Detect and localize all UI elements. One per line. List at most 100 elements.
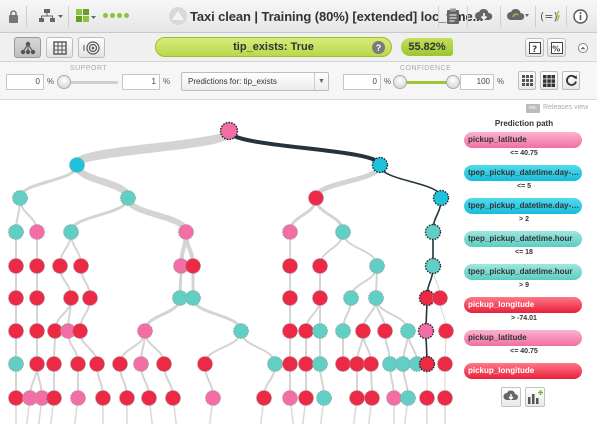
tree-node[interactable] [312,258,328,274]
tree-nodes[interactable] [8,121,454,406]
tree-node[interactable] [8,224,24,240]
tree-node[interactable] [12,190,28,206]
tree-node[interactable] [141,390,157,406]
tree-node[interactable] [418,355,436,373]
path-node-1[interactable]: tpep_pickup_datetime.day-o... [464,165,582,181]
tree-node[interactable] [432,290,448,306]
tree-node[interactable] [298,323,314,339]
tree-node[interactable] [282,290,298,306]
tree-node[interactable] [29,224,45,240]
tree-node[interactable] [165,390,181,406]
tree-node[interactable] [46,356,62,372]
tree-node[interactable] [197,356,213,372]
tree-node[interactable] [424,257,442,275]
support-min-input[interactable]: 0 [6,74,44,90]
tree-node[interactable] [205,390,221,406]
path-node-0[interactable]: pickup_latitude [464,132,582,148]
help-icon[interactable]: ? [372,41,385,54]
tree-node[interactable] [437,390,453,406]
path-node-4[interactable]: tpep_pickup_datetime.hour [464,264,582,280]
tree-node[interactable] [417,322,435,340]
tree-node[interactable] [29,356,45,372]
tree-node[interactable] [312,356,328,372]
confidence-max-handle[interactable] [446,75,460,89]
tree-node[interactable] [419,390,435,406]
tree-node[interactable] [400,390,416,406]
large-grid-button[interactable] [540,71,558,90]
reset-button[interactable] [562,71,580,90]
tree-node[interactable] [282,224,298,240]
cloud-download-icon[interactable] [473,7,495,25]
tree-node[interactable] [335,323,351,339]
path-node-5[interactable]: pickup_longitude [464,297,582,313]
tree-node[interactable] [8,323,24,339]
tree-node[interactable] [82,290,98,306]
tree-node[interactable] [156,356,172,372]
decision-tree[interactable] [0,100,460,424]
esc-key-badge[interactable]: esc [526,104,540,113]
tree-node[interactable] [437,356,453,372]
tree-node[interactable] [282,258,298,274]
tree-node[interactable] [368,290,384,306]
tree-node[interactable] [282,323,298,339]
tree-node[interactable] [63,224,79,240]
tree-node[interactable] [298,390,314,406]
tree-node[interactable] [424,223,442,241]
support-min-handle[interactable] [57,75,71,89]
tree-node[interactable] [52,258,68,274]
tree-node[interactable] [29,323,45,339]
tree-node[interactable] [308,190,324,206]
info-icon[interactable] [571,7,589,25]
tree-node[interactable] [8,290,24,306]
tree-node[interactable] [369,258,385,274]
tree-node[interactable] [70,390,86,406]
rings-view-button[interactable] [78,37,105,58]
ensemble-icon[interactable] [74,7,98,25]
tree-node[interactable] [8,356,24,372]
tree-node[interactable] [95,390,111,406]
tree-node[interactable] [349,390,365,406]
tree-node[interactable] [371,156,389,174]
tree-node[interactable] [363,356,379,372]
tree-node[interactable] [432,189,450,207]
percent-filter-button[interactable]: % [547,38,566,57]
small-grid-button[interactable] [518,71,536,90]
tree-node[interactable] [8,258,24,274]
collapse-icon[interactable] [577,39,589,57]
support-max-input[interactable]: 1 [122,74,160,90]
tree-node[interactable] [70,356,86,372]
releases-view-link[interactable]: Releases view [543,104,589,111]
confidence-min-handle[interactable] [393,75,407,89]
path-node-2[interactable]: tpep_pickup_datetime.day-o... [464,198,582,214]
tree-node[interactable] [282,356,298,372]
model-tree-icon[interactable] [38,7,64,25]
cloud-sync-icon[interactable] [505,7,531,25]
tree-node[interactable] [386,390,402,406]
tree-node[interactable] [185,290,201,306]
tree-node[interactable] [364,390,380,406]
tree-node[interactable] [119,390,135,406]
tree-node[interactable] [29,290,45,306]
confidence-slider-track[interactable] [398,81,456,84]
tree-node[interactable] [137,323,153,339]
tree-node[interactable] [400,323,416,339]
path-node-7[interactable]: pickup_longitude [464,363,582,379]
tree-node[interactable] [335,356,351,372]
tree-node[interactable] [63,290,79,306]
tree-node[interactable] [112,356,128,372]
download-model-button[interactable] [501,387,521,407]
tree-node[interactable] [335,224,351,240]
clipboard-icon[interactable] [444,7,462,25]
tree-node[interactable] [219,121,239,141]
predictions-select[interactable]: Predictions for: tip_exists ▼ [181,72,329,91]
tree-node[interactable] [298,356,314,372]
question-filter-button[interactable]: ? [525,38,544,57]
support-slider-track[interactable] [62,81,118,84]
tree-node[interactable] [8,390,24,406]
formula-icon[interactable]: (=) [539,7,563,25]
sunburst-grid-button[interactable] [46,37,73,58]
tree-node[interactable] [178,224,194,240]
tree-node[interactable] [282,390,298,406]
add-chart-button[interactable] [525,387,545,407]
tree-node[interactable] [355,323,371,339]
